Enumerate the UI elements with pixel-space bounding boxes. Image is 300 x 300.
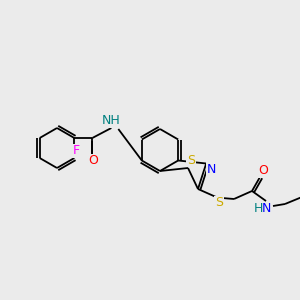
Text: F: F xyxy=(73,145,80,158)
Text: H: H xyxy=(253,202,263,215)
Text: O: O xyxy=(88,154,98,167)
Text: S: S xyxy=(215,196,223,209)
Text: N: N xyxy=(261,202,271,215)
Text: NH: NH xyxy=(102,115,121,128)
Text: O: O xyxy=(258,164,268,178)
Text: N: N xyxy=(206,163,216,176)
Text: S: S xyxy=(187,154,195,166)
